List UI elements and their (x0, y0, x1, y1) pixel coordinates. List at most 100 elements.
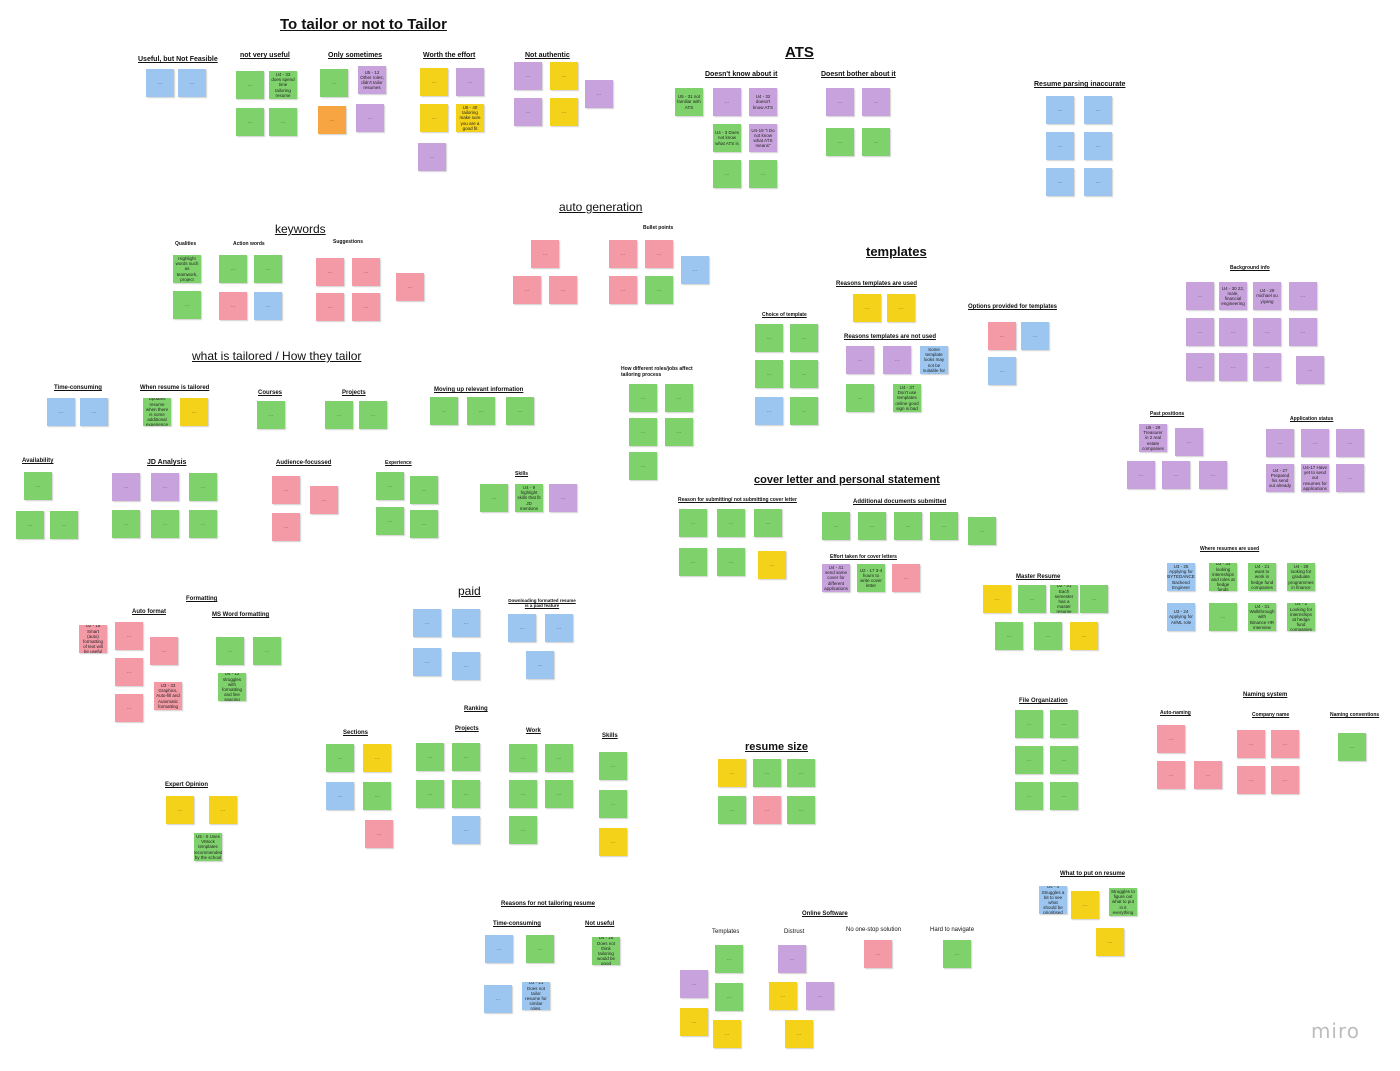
sticky-note[interactable]: ... (112, 473, 140, 501)
sticky-note[interactable]: ... (645, 276, 673, 304)
sticky-note[interactable]: U2 - 5 Struggles to figure out what to p… (1109, 888, 1137, 916)
sticky-note[interactable]: ... (995, 622, 1023, 650)
sticky-note[interactable]: ... (418, 143, 446, 171)
sticky-note[interactable]: ... (1336, 429, 1364, 457)
sticky-note[interactable]: ... (1046, 132, 1074, 160)
sticky-note[interactable]: ... (755, 360, 783, 388)
sticky-note[interactable]: ... (1266, 429, 1294, 457)
sticky-note[interactable]: ... (599, 828, 627, 856)
sticky-note[interactable]: U2 - 19 Updates resume when there is som… (143, 398, 171, 426)
sticky-note[interactable]: ... (778, 945, 806, 973)
sticky-note[interactable]: ... (787, 759, 815, 787)
sticky-note[interactable]: ... (467, 397, 495, 425)
sticky-note[interactable]: ... (629, 418, 657, 446)
sticky-note[interactable]: ... (166, 796, 194, 824)
sticky-note[interactable]: U4 - 12 struggles with formatting and li… (218, 673, 246, 701)
sticky-note[interactable]: U4 - 37 Don't use templates online good … (893, 384, 921, 412)
sticky-note[interactable]: ... (257, 401, 285, 429)
sticky-note[interactable]: ... (1050, 746, 1078, 774)
sticky-note[interactable]: ... (758, 551, 786, 579)
sticky-note[interactable]: ... (826, 128, 854, 156)
sticky-note[interactable]: ... (1162, 461, 1190, 489)
sticky-note[interactable]: ... (456, 68, 484, 96)
sticky-note[interactable]: ... (254, 292, 282, 320)
sticky-note[interactable]: ... (1015, 782, 1043, 810)
sticky-note[interactable]: ... (216, 637, 244, 665)
sticky-note[interactable]: ... (352, 293, 380, 321)
sticky-note[interactable]: U3 - 33 Graphics, Auto-fill and Automati… (154, 682, 182, 710)
sticky-note[interactable]: ... (754, 509, 782, 537)
sticky-note[interactable]: U5 - 40 tailoring make sure you are a go… (456, 104, 484, 132)
sticky-note[interactable]: ... (526, 651, 554, 679)
sticky-note[interactable]: ... (1199, 461, 1227, 489)
sticky-note[interactable]: ... (150, 637, 178, 665)
sticky-note[interactable]: ... (325, 401, 353, 429)
sticky-note[interactable]: ... (509, 780, 537, 808)
sticky-note[interactable]: ... (1253, 353, 1281, 381)
sticky-note[interactable]: ... (452, 816, 480, 844)
sticky-note[interactable]: ... (1219, 353, 1247, 381)
sticky-note[interactable]: ... (514, 62, 542, 90)
sticky-note[interactable]: ... (806, 982, 834, 1010)
sticky-note[interactable]: ... (894, 512, 922, 540)
sticky-note[interactable]: ... (549, 484, 577, 512)
sticky-note[interactable]: ... (790, 324, 818, 352)
sticky-note[interactable]: U3 - 24 Applying for AI/ML role (1167, 603, 1195, 631)
sticky-note[interactable]: ... (253, 637, 281, 665)
sticky-note[interactable]: ... (416, 743, 444, 771)
sticky-note[interactable]: ... (1338, 733, 1366, 761)
sticky-note[interactable]: ... (115, 622, 143, 650)
sticky-note[interactable]: ... (1050, 710, 1078, 738)
sticky-note[interactable]: U3 - 33 looking internships and roles at… (1209, 563, 1237, 591)
sticky-note[interactable]: ... (822, 512, 850, 540)
sticky-note[interactable]: ... (189, 510, 217, 538)
sticky-note[interactable]: ... (713, 88, 741, 116)
sticky-note[interactable]: ... (1070, 622, 1098, 650)
sticky-note[interactable]: ... (356, 104, 384, 132)
sticky-note[interactable]: ... (173, 291, 201, 319)
sticky-note[interactable]: ... (1289, 282, 1317, 310)
sticky-note[interactable]: ... (718, 796, 746, 824)
sticky-note[interactable]: ... (112, 510, 140, 538)
sticky-note[interactable]: ... (713, 160, 741, 188)
sticky-note[interactable]: ... (988, 322, 1016, 350)
sticky-note[interactable]: ... (413, 609, 441, 637)
sticky-note[interactable]: ... (420, 68, 448, 96)
sticky-note[interactable]: ... (862, 88, 890, 116)
sticky-note[interactable]: ... (146, 69, 174, 97)
sticky-note[interactable]: ... (526, 935, 554, 963)
sticky-note[interactable]: U4 - 30 22, male, financial engineering (1219, 282, 1247, 310)
sticky-note[interactable]: ... (509, 816, 537, 844)
sticky-note[interactable]: U4 - 32 doesn't know ATS (749, 88, 777, 116)
sticky-note[interactable]: ... (1050, 782, 1078, 810)
sticky-note[interactable]: ... (1301, 429, 1329, 457)
sticky-note[interactable]: ... (363, 782, 391, 810)
sticky-note[interactable]: U4 - 29 michael xu yiyang (1253, 282, 1281, 310)
sticky-note[interactable]: ... (508, 614, 536, 642)
sticky-note[interactable]: U5 - 31 not familiar with ATS (675, 88, 703, 116)
sticky-note[interactable]: ... (715, 983, 743, 1011)
sticky-note[interactable]: ... (1034, 622, 1062, 650)
sticky-note[interactable]: ... (1271, 766, 1299, 794)
sticky-note[interactable]: ... (679, 509, 707, 537)
sticky-note[interactable]: ... (545, 614, 573, 642)
sticky-note[interactable]: ... (509, 744, 537, 772)
sticky-note[interactable]: ... (326, 744, 354, 772)
sticky-note[interactable]: ... (1127, 461, 1155, 489)
sticky-note[interactable]: U2 - 17 3-4 hours to write cover letter (857, 564, 885, 592)
sticky-note[interactable]: U2 - 31 Each semester has a master resum… (1050, 585, 1078, 613)
sticky-note[interactable]: ... (790, 397, 818, 425)
sticky-note[interactable]: ... (1194, 761, 1222, 789)
sticky-note[interactable]: ... (713, 1020, 741, 1048)
sticky-note[interactable]: U4 - 31 Walkthrough with Binance HR inte… (1248, 603, 1276, 631)
sticky-note[interactable]: ... (846, 384, 874, 412)
sticky-note[interactable]: ... (826, 88, 854, 116)
sticky-note[interactable]: ... (665, 384, 693, 412)
sticky-note[interactable]: ... (320, 69, 348, 97)
sticky-note[interactable]: ... (352, 258, 380, 286)
sticky-note[interactable]: ... (480, 484, 508, 512)
sticky-note[interactable]: ... (396, 273, 424, 301)
sticky-note[interactable]: ... (1296, 356, 1324, 384)
sticky-note[interactable]: ... (1157, 725, 1185, 753)
sticky-note[interactable]: U4 - 27 Prepared his send out already (1266, 464, 1294, 492)
